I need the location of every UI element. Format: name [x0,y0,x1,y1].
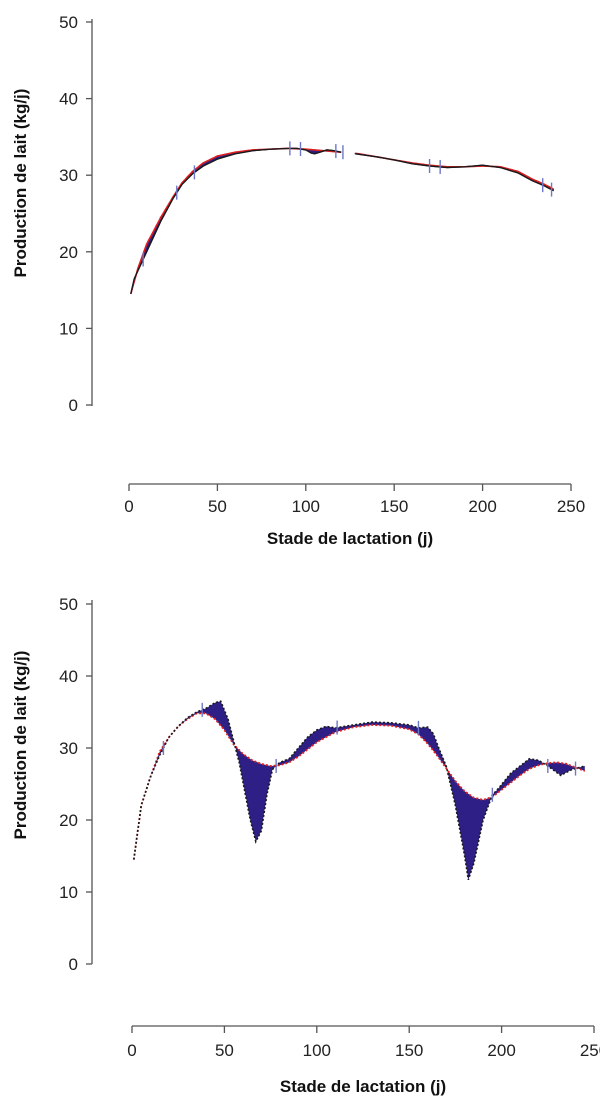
x-tick-label: 0 [124,497,133,516]
x-axis-title: Stade de lactation (j) [280,1077,446,1096]
x-tick-label: 250 [580,1041,600,1060]
y-tick-label: 50 [59,595,78,614]
y-tick-label: 20 [59,811,78,830]
x-tick-label: 0 [127,1041,136,1060]
residual-band [133,701,585,880]
x-tick-label: 150 [380,497,408,516]
y-tick-label: 50 [59,13,78,32]
y-axis-title: Production de lait (kg/j) [11,89,30,278]
x-tick-label: 250 [557,497,585,516]
fitted-curve [130,147,342,295]
x-tick-label: 200 [487,1041,515,1060]
y-tick-label: 40 [59,90,78,109]
y-tick-label: 0 [69,955,78,974]
x-tick-label: 100 [292,497,320,516]
y-tick-label: 30 [59,739,78,758]
x-tick-label: 50 [215,1041,234,1060]
fitted-curve [132,712,586,860]
y-tick-label: 10 [59,319,78,338]
y-tick-label: 40 [59,667,78,686]
x-tick-label: 100 [303,1041,331,1060]
y-tick-label: 30 [59,166,78,185]
x-tick-label: 200 [468,497,496,516]
y-tick-label: 20 [59,243,78,262]
chart-2: 0 10 20 30 40 50 0 50 100 150 200 250 Stade de lacta… [11,595,600,1096]
observed-curve [133,700,586,881]
observed-curve [130,147,342,295]
observed-curve [355,153,554,192]
y-axis-title: Production de lait (kg/j) [11,651,30,840]
x-axis-title: Stade de lactation (j) [267,529,433,548]
y-tick-label: 0 [69,396,78,415]
residual-band [130,147,342,295]
x-tick-label: 50 [208,497,227,516]
y-tick-label: 10 [59,883,78,902]
chart-1: 0 10 20 30 40 50 0 50 100 150 200 250 Stade de lacta… [11,13,585,548]
x-tick-label: 150 [395,1041,423,1060]
